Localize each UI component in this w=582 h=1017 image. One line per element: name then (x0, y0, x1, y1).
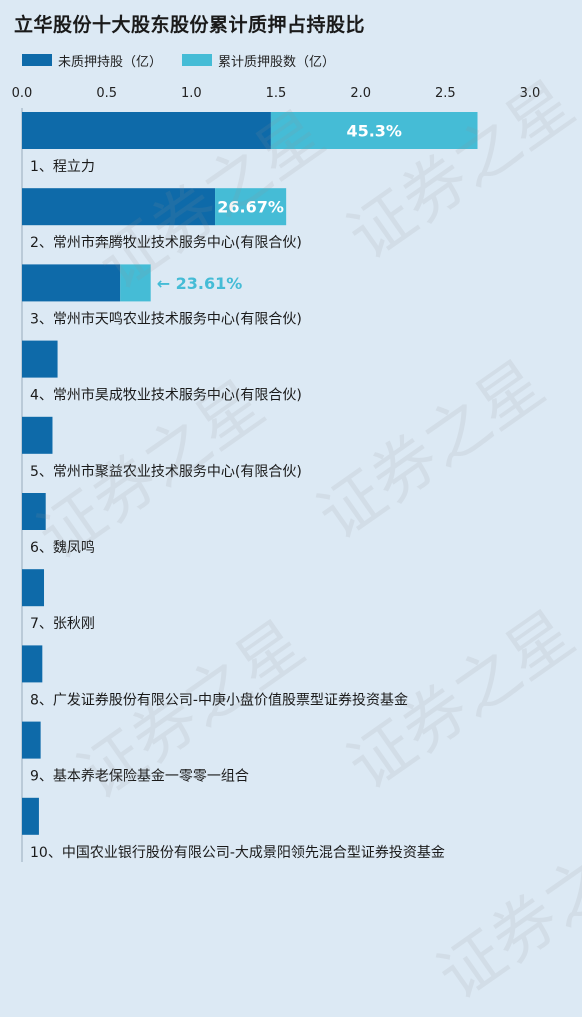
bar-chart: 0.0 0.5 1.0 1.5 2.0 2.5 3.0 45.3% 1、程立力 26.67% 2、常… (12, 86, 541, 862)
legend-label-pledged: 累计质押股数（亿） (218, 54, 336, 70)
category-label: 4、常州市昊成牧业技术服务中心(有限合伙) (30, 387, 302, 404)
legend-item-pledged: 累计质押股数（亿） (182, 51, 335, 70)
bar-unpledged (22, 493, 46, 530)
category-label: 6、魏凤鸣 (30, 539, 95, 556)
legend-label-unpledged: 未质押持股（亿） (58, 54, 163, 70)
bar-unpledged (22, 721, 41, 759)
legend-item-unpledged: 未质押持股（亿） (22, 51, 162, 70)
bar-unpledged (22, 797, 39, 835)
bar-unpledged (22, 645, 43, 683)
x-tick-label: 2.0 (350, 86, 371, 101)
pledge-percent-label: 26.67% (217, 198, 284, 217)
x-tick-label: 0.0 (12, 86, 33, 101)
category-label: 10、中国农业银行股份有限公司-大成景阳领先混合型证券投资基金 (30, 844, 445, 861)
category-label: 3、常州市天鸣农业技术服务中心(有限合伙) (30, 310, 302, 327)
x-tick-label: 3.0 (520, 86, 541, 101)
bar-unpledged (22, 340, 58, 378)
bar-pledged (270, 112, 478, 149)
category-label: 2、常州市奔腾牧业技术服务中心(有限合伙) (30, 234, 302, 251)
chart-title: 立华股份十大股东股份累计质押占持股比 (14, 14, 366, 36)
x-tick-label: 1.0 (181, 86, 202, 101)
bar-unpledged (22, 264, 121, 302)
legend: 未质押持股（亿） 累计质押股数（亿） (22, 50, 355, 70)
category-label: 9、基本养老保险基金一零零一组合 (30, 768, 249, 785)
legend-swatch-unpledged (22, 54, 52, 66)
bar-unpledged (22, 416, 53, 454)
legend-swatch-pledged (182, 54, 213, 66)
category-label: 8、广发证券股份有限公司-中庚小盘价值股票型证券投资基金 (30, 691, 408, 708)
x-tick-label: 1.5 (266, 86, 287, 101)
x-tick-label: 0.5 (96, 86, 117, 101)
pledge-percent-label: ← 23.61% (157, 274, 243, 293)
category-label: 5、常州市聚益农业技术服务中心(有限合伙) (30, 463, 302, 480)
bar-pledged (215, 188, 287, 226)
pledge-percent-label: 45.3% (346, 122, 402, 141)
x-tick-label: 2.5 (435, 86, 456, 101)
bar-unpledged (22, 569, 45, 607)
bar-pledged (120, 264, 151, 302)
category-label: 1、程立力 (30, 159, 95, 175)
bar-unpledged (22, 112, 271, 149)
bar-unpledged (22, 188, 216, 226)
category-label: 7、张秋刚 (30, 616, 95, 632)
